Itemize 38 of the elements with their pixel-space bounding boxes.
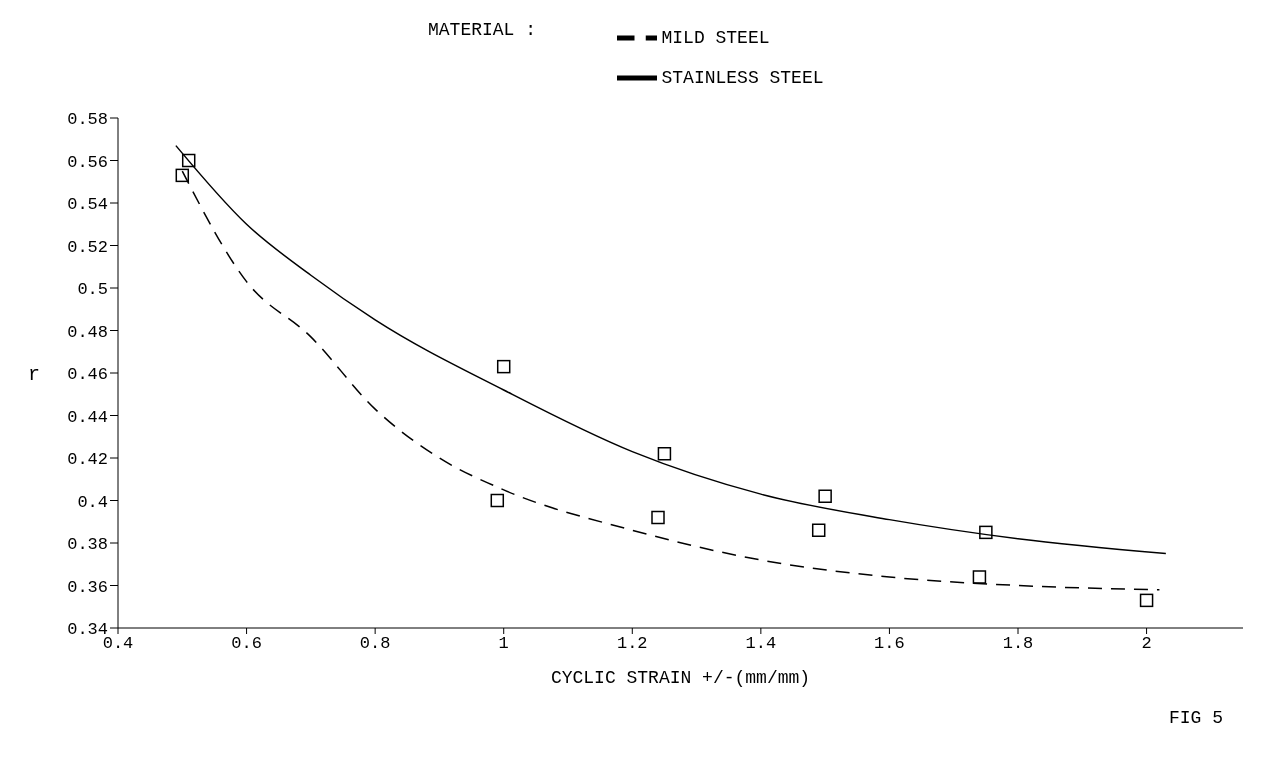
point [496, 359, 511, 374]
y-tick-label: 0.44 [67, 407, 108, 427]
point [657, 447, 672, 461]
caption: FIG 5 [1168, 708, 1223, 728]
point [175, 168, 190, 183]
point [181, 153, 196, 168]
point [490, 493, 505, 508]
y-tick-label: 0.48 [67, 322, 108, 342]
x-axis-title: CYCLIC STRAIN +/-(mm/mm) [550, 668, 811, 688]
y-tick-label: 0.42 [67, 450, 108, 470]
x-tick-label: 1.2 [616, 634, 648, 654]
point [818, 489, 832, 503]
point [651, 510, 665, 525]
point [972, 570, 987, 584]
x-tick-label: 0.6 [231, 634, 262, 654]
legend-label: MILD STEEL [661, 27, 770, 48]
point [979, 525, 993, 540]
y-tick-label: 0.38 [67, 535, 108, 555]
x-tick-label: 0.4 [102, 634, 134, 654]
point [1139, 593, 1154, 608]
x-tick-label: 1.6 [874, 634, 905, 654]
y-axis-title: r [28, 363, 41, 387]
x-tick-label: 1.8 [1002, 634, 1034, 654]
y-tick-label: 0.56 [67, 152, 108, 172]
y-tick-label: 0.58 [67, 110, 108, 130]
y-tick-label: 0.5 [77, 280, 108, 300]
x-tick-label: 2 [1141, 634, 1152, 654]
y-tick-label: 0.46 [67, 365, 108, 385]
x-tick-label: 0.8 [359, 634, 391, 654]
y-tick-label: 0.52 [67, 237, 108, 257]
y-tick-label: 0.54 [67, 195, 108, 215]
x-tick-label: 1 [498, 634, 509, 654]
y-tick-label: 0.4 [77, 492, 108, 512]
y-tick-label: 0.36 [67, 577, 108, 597]
legend-title: MATERIAL : [428, 20, 537, 40]
x-tick-label: 1.4 [745, 634, 777, 654]
legend-label: STAINLESS STEEL [661, 67, 824, 88]
point [811, 523, 826, 537]
